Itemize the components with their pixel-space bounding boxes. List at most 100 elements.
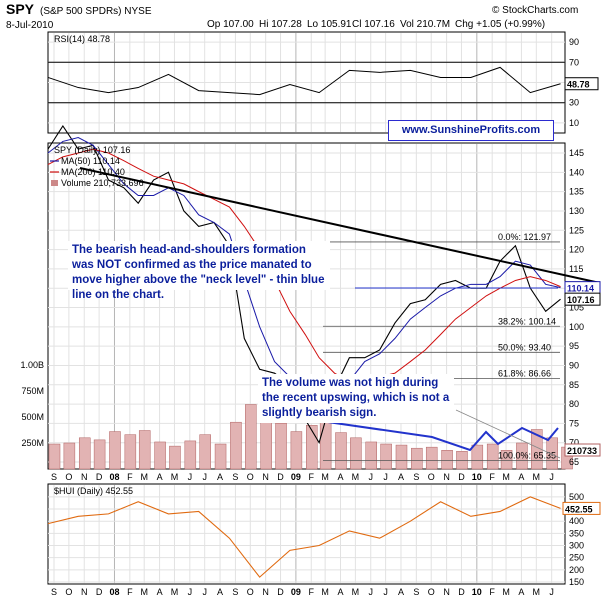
- hui-value-box-label: 452.55: [565, 504, 593, 514]
- x-tick-label-bottom: M: [171, 587, 179, 597]
- x-tick-label-mid: S: [51, 472, 57, 482]
- x-tick-label-bottom: F: [309, 587, 315, 597]
- x-tick-label-mid: A: [518, 472, 524, 482]
- downtrend-line: [79, 167, 601, 284]
- volume-bar: [184, 440, 197, 470]
- close-value: Cl 107.16: [352, 19, 395, 30]
- rsi-line: [47, 66, 561, 96]
- volume-trend-line: [299, 417, 559, 452]
- volume-bar: [365, 441, 377, 470]
- x-tick-label-mid: F: [489, 472, 495, 482]
- rsi-tick-label: 70: [569, 57, 579, 67]
- fib-level-label: 100.0%: 65.35: [498, 451, 556, 461]
- x-tick-label-bottom: 08: [109, 587, 119, 597]
- price-tick-label: 90: [569, 360, 579, 370]
- volume-bar: [411, 447, 423, 470]
- x-tick-label-mid: M: [352, 472, 360, 482]
- volume-bar: [335, 432, 347, 470]
- hui-tick-label: 150: [569, 577, 584, 587]
- price-tick-label: 65: [569, 457, 579, 467]
- ma50-price-box-label: 110.14: [567, 284, 594, 294]
- volume-tick-label: 750M: [21, 386, 44, 396]
- volume-bar: [154, 441, 166, 470]
- rsi-value-box: [564, 77, 599, 91]
- volume-bar: [214, 443, 227, 470]
- volume-bar: [456, 451, 468, 470]
- ma50-label: MA(50) 110.14: [61, 156, 120, 166]
- price-tick-label: 80: [569, 399, 579, 409]
- x-tick-label-bottom: S: [51, 587, 57, 597]
- price-tick-label: 125: [569, 225, 584, 235]
- x-tick-label-bottom: D: [458, 587, 465, 597]
- volume-bar: [275, 422, 287, 470]
- volume-bar: [230, 421, 242, 470]
- x-tick-label-mid: J: [383, 472, 388, 482]
- x-tick-label-bottom: O: [65, 587, 72, 597]
- x-tick-label-bottom: S: [232, 587, 238, 597]
- x-tick-label-bottom: M: [352, 587, 360, 597]
- x-tick-label-bottom: D: [96, 587, 103, 597]
- symbol-title: SPY: [6, 1, 35, 17]
- volume-legend-swatch: [51, 180, 58, 186]
- x-tick-label-mid: M: [321, 472, 329, 482]
- hui-label: $HUI (Daily) 452.55: [54, 486, 133, 496]
- volume-bar: [124, 434, 137, 470]
- volume-value-box: [564, 443, 601, 457]
- open-value: Op 107.00: [207, 19, 254, 30]
- x-tick-label-mid: M: [140, 472, 148, 482]
- price-tick-label: 70: [569, 438, 579, 448]
- volume-tick-label: 250M: [21, 438, 44, 448]
- x-tick-label-mid: J: [549, 472, 554, 482]
- hui-tick-label: 400: [569, 516, 584, 526]
- volume-bar: [169, 445, 181, 470]
- volume-value: Vol 210.7M: [400, 19, 450, 30]
- x-tick-label-bottom: M: [321, 587, 329, 597]
- price-tick-label: 75: [569, 418, 579, 428]
- rsi-tick-label: 30: [569, 98, 579, 108]
- close-price-box-label: 107.16: [567, 295, 595, 305]
- x-tick-label-mid: A: [337, 472, 343, 482]
- hui-tick-label: 500: [569, 492, 584, 502]
- volume-bar: [486, 443, 499, 470]
- volume-layer: [48, 404, 573, 470]
- symbol-name: (S&P 500 SPDRs) NYSE: [40, 6, 152, 17]
- x-tick-label-mid: A: [157, 472, 163, 482]
- hui-tick-label: 300: [569, 541, 584, 551]
- hui-tick-label: 250: [569, 553, 584, 563]
- hui-line: [47, 496, 561, 578]
- close-price-box: [564, 292, 601, 306]
- website-box[interactable]: www.SunshineProfits.com: [388, 120, 554, 141]
- volume-bar: [350, 437, 362, 470]
- note-head-and-shoulders: The bearish head-and-shoulders formation…: [68, 241, 330, 301]
- volume-bar: [441, 450, 453, 470]
- x-tick-label-mid: 08: [109, 472, 119, 482]
- volume-tick-label: 500M: [21, 412, 44, 422]
- price-tick-label: 130: [569, 206, 584, 216]
- volume-bar: [93, 439, 106, 470]
- x-tick-label-bottom: M: [502, 587, 510, 597]
- x-tick-label-mid: J: [368, 472, 373, 482]
- x-tick-label-bottom: O: [247, 587, 254, 597]
- x-tick-label-mid: A: [217, 472, 223, 482]
- volume-tick-label: 1.00B: [20, 360, 44, 370]
- x-tick-label-mid: A: [398, 472, 404, 482]
- price-tick-label: 105: [569, 303, 584, 313]
- volume-bar: [245, 404, 257, 470]
- x-tick-label-bottom: M: [533, 587, 541, 597]
- price-tick-label: 85: [569, 380, 579, 390]
- price-tick-label: 120: [569, 245, 584, 255]
- hui-panel: [47, 483, 566, 585]
- volume-bar: [500, 450, 513, 470]
- x-tick-label-bottom: M: [140, 587, 148, 597]
- price-label: SPY (Daily) 107.16: [54, 145, 130, 155]
- volume-bar: [260, 414, 272, 470]
- fib-level-label: 50.0%: 93.40: [498, 342, 551, 352]
- x-tick-label-mid: O: [65, 472, 72, 482]
- x-tick-label-mid: J: [202, 472, 207, 482]
- volume-bar: [531, 429, 543, 470]
- x-tick-label-bottom: J: [368, 587, 373, 597]
- chart-date: 8-Jul-2010: [6, 20, 54, 31]
- x-tick-label-bottom: N: [443, 587, 450, 597]
- x-tick-label-mid: D: [277, 472, 284, 482]
- hui-tick-label: 200: [569, 565, 584, 575]
